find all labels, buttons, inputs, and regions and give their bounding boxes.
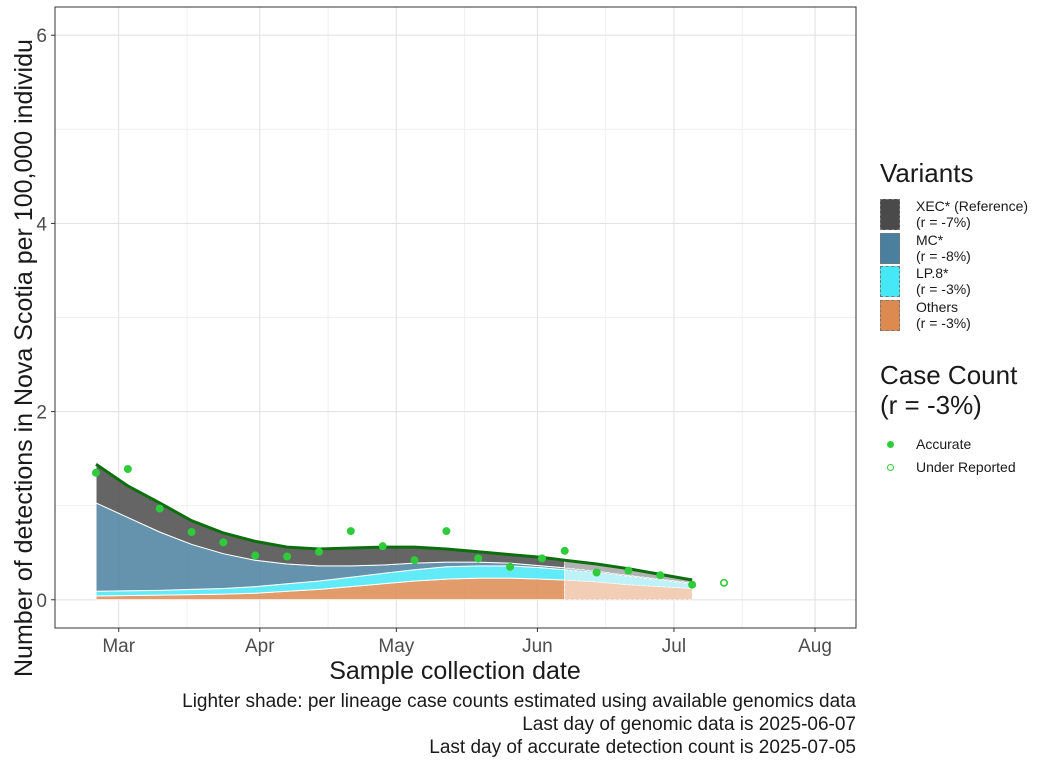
legend-item-mc: MC* (r = -8%) xyxy=(880,232,1056,266)
case-point-accurate xyxy=(283,552,292,561)
accurate-dot-icon xyxy=(887,441,894,448)
case-point-accurate xyxy=(155,504,164,513)
case-point-accurate xyxy=(560,546,569,555)
case-point-accurate xyxy=(123,464,132,473)
x-tick-label: Jun xyxy=(522,636,553,657)
total-trend-line xyxy=(95,463,693,582)
variants-legend-title: Variants xyxy=(880,158,974,188)
case-count-legend-subtitle: (r = -3%) xyxy=(880,390,982,420)
case-point-accurate xyxy=(410,556,419,565)
case-point-accurate xyxy=(537,554,546,563)
stacked-areas xyxy=(95,463,693,601)
case-point-accurate xyxy=(656,571,665,580)
y-tick-label: 0 xyxy=(36,591,47,612)
case-points xyxy=(91,464,729,589)
legend-swatch-lp8 xyxy=(880,266,900,297)
caption-line-1: Lighter shade: per lineage case counts e… xyxy=(182,691,856,712)
case-point-accurate xyxy=(688,580,697,589)
legend-item-lp8: LP.8* (r = -3%) xyxy=(880,265,1056,299)
y-axis-label: Number of detections in Nova Scotia per … xyxy=(10,39,38,677)
legend-r-others: (r = -3%) xyxy=(916,314,971,331)
x-tick-label: Aug xyxy=(798,636,832,657)
legend-item-xec: XEC* (Reference) (r = -7%) xyxy=(880,198,1056,232)
legend-swatch-xec xyxy=(880,199,900,230)
legend-r-lp8: (r = -3%) xyxy=(916,281,971,297)
case-point-under-reported xyxy=(720,578,729,587)
x-tick-label: Mar xyxy=(102,636,135,657)
case-point-accurate xyxy=(474,554,483,563)
x-tick-label: Apr xyxy=(245,636,275,657)
legend-swatch-others xyxy=(880,299,900,331)
case-point-accurate xyxy=(506,562,515,571)
legend-item-under-reported: Under Reported xyxy=(880,457,1056,480)
y-tick-label: 4 xyxy=(36,214,47,235)
legend-item-accurate: Accurate xyxy=(880,434,1056,457)
chart-caption: Lighter shade: per lineage case counts e… xyxy=(182,690,856,759)
case-point-accurate xyxy=(624,566,633,575)
x-axis-label: Sample collection date xyxy=(329,657,581,685)
grid-major xyxy=(55,7,856,628)
caption-line-2: Last day of genomic data is 2025-06-07 xyxy=(522,714,856,735)
legend-r-xec: (r = -7%) xyxy=(916,214,971,230)
case-point-accurate xyxy=(378,542,387,551)
total-line xyxy=(95,463,693,582)
case-point-accurate xyxy=(91,468,100,477)
case-point-accurate xyxy=(442,527,451,536)
under-reported-circle-icon xyxy=(887,464,894,471)
case-point-accurate xyxy=(187,528,196,537)
legend-name-lp8: LP.8* xyxy=(916,265,949,281)
y-tick-label: 6 xyxy=(36,26,47,47)
panel-border xyxy=(54,6,857,629)
case-count-legend: Case Count (r = -3%) Accurate Under Repo… xyxy=(880,360,1056,480)
legend-label-accurate: Accurate xyxy=(916,436,972,452)
y-tick-label: 2 xyxy=(36,403,47,424)
area-estimated-others xyxy=(564,579,693,601)
legend-r-mc: (r = -8%) xyxy=(916,247,971,264)
grid-minor xyxy=(55,7,856,628)
case-count-legend-title: Case Count xyxy=(880,360,1018,390)
legend-name-xec: XEC* (Reference) xyxy=(916,198,1029,214)
legend-label-under-reported: Under Reported xyxy=(916,459,1016,475)
x-tick-label: Jul xyxy=(662,636,686,657)
y-axis-ticks: 0 2 4 6 xyxy=(36,26,55,612)
case-point-accurate xyxy=(346,527,355,536)
legend-name-others: Others xyxy=(916,298,959,315)
case-point-accurate xyxy=(251,551,260,560)
case-point-accurate xyxy=(592,568,601,577)
case-point-accurate xyxy=(314,547,323,556)
case-point-accurate xyxy=(219,538,228,547)
caption-line-3: Last day of accurate detection count is … xyxy=(429,737,856,758)
x-tick-label: May xyxy=(378,636,414,657)
variants-legend: Variants XEC* (Reference) (r = -7%) MC* (r… xyxy=(880,158,1056,332)
legend-name-mc: MC* xyxy=(916,231,944,248)
legend-item-others: Others (r = -3%) xyxy=(880,299,1056,333)
legend-swatch-mc xyxy=(880,232,900,264)
x-axis-ticks: Mar Apr May Jun Jul Aug xyxy=(102,628,832,657)
